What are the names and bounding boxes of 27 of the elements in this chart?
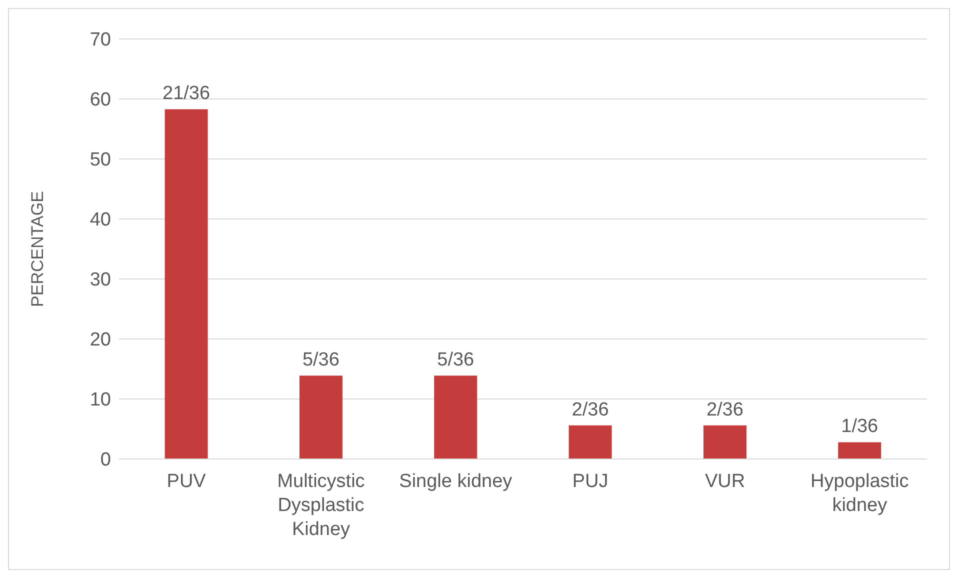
y-tick-label: 20 xyxy=(90,330,111,351)
bar xyxy=(299,376,342,459)
x-tick-label: Multicystic Dysplastic Kidney xyxy=(277,471,365,540)
data-label: 2/36 xyxy=(706,399,744,420)
data-label: 2/36 xyxy=(572,399,609,420)
bar xyxy=(164,109,208,459)
y-tick-label: 70 xyxy=(90,30,111,51)
y-tick-label: 50 xyxy=(90,150,111,171)
x-tick-label: PUV xyxy=(166,471,206,492)
y-tick-label: 30 xyxy=(90,270,111,291)
x-tick-label: Hypoplastic kidney xyxy=(810,471,909,516)
bar xyxy=(703,425,746,459)
y-axis-title: PERCENTAGE xyxy=(28,191,48,307)
data-label: 5/36 xyxy=(302,350,340,371)
y-tick-label: 60 xyxy=(90,90,111,111)
x-tick-label: Single kidney xyxy=(399,471,513,492)
bar xyxy=(838,442,882,459)
y-tick-label: 40 xyxy=(90,210,111,231)
x-tick-label: VUR xyxy=(704,471,746,492)
data-label: 1/36 xyxy=(841,416,878,438)
data-label: 5/36 xyxy=(437,350,474,371)
data-label: 21/36 xyxy=(162,83,210,104)
y-tick-label: 0 xyxy=(100,450,111,471)
x-tick-label: PUJ xyxy=(572,471,608,492)
y-tick-label: 10 xyxy=(90,390,111,411)
bar xyxy=(568,425,612,459)
bar xyxy=(434,376,478,459)
